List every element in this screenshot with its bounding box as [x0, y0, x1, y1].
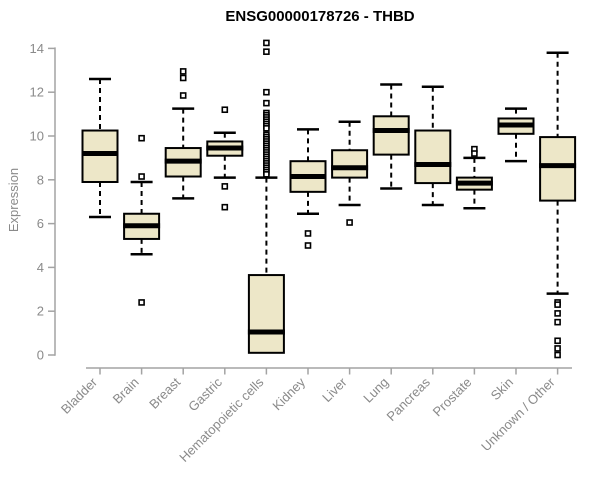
y-tick-label-6: 6 [37, 216, 44, 231]
outlier-point [179, 74, 187, 82]
x-tick-label-liver: Liver [319, 374, 350, 405]
outlier-point [138, 299, 145, 306]
boxplot-prostate [455, 145, 493, 210]
x-tick-label-pancreas: Pancreas [383, 374, 433, 424]
boxplot-unknown-other [539, 51, 577, 359]
outlier-point [221, 106, 229, 114]
boxplot-liver [331, 120, 369, 226]
y-tick-label-8: 8 [37, 172, 44, 187]
outlier-point [346, 219, 353, 226]
y-tick-label-14: 14 [30, 41, 44, 56]
boxplot-hematopoietic-cells [247, 39, 285, 354]
x-tick-label-skin: Skin [488, 375, 516, 403]
outlier-point [263, 39, 270, 47]
x-tick-label-breast: Breast [146, 374, 183, 411]
x-tick-label-kidney: Kidney [269, 374, 308, 413]
chart-title: ENSG00000178726 - THBD [225, 8, 415, 25]
outlier-point [554, 345, 561, 352]
outlier-point [263, 48, 270, 55]
boxplot-kidney [289, 128, 327, 249]
x-tick-label-lung: Lung [360, 375, 391, 406]
outlier-point [554, 351, 561, 359]
boxplot-skin [497, 107, 535, 163]
outlier-point [179, 68, 187, 75]
iqr-box [372, 115, 410, 156]
iqr-box [247, 274, 285, 354]
outlier-point [554, 310, 561, 317]
outlier-point [554, 301, 561, 308]
y-tick-label-0: 0 [37, 348, 44, 363]
x-tick-label-gastric: Gastric [185, 374, 225, 414]
outlier-point [263, 171, 270, 178]
outlier-point [138, 134, 145, 142]
outlier-point [554, 337, 561, 345]
outlier-point [471, 150, 478, 157]
iqr-box [331, 149, 369, 179]
boxplot-gastric [206, 106, 244, 211]
y-tick-label-2: 2 [37, 304, 44, 319]
iqr-box [539, 136, 577, 202]
x-tick-label-prostate: Prostate [430, 375, 475, 420]
y-tick-label-12: 12 [30, 85, 44, 100]
boxplot-bladder [81, 77, 119, 219]
y-axis-title: Expression [6, 167, 21, 233]
y-tick-label-10: 10 [30, 129, 44, 144]
outlier-point [263, 125, 270, 132]
outlier-point [179, 92, 187, 99]
x-tick-label-brain: Brain [110, 375, 142, 407]
iqr-box [81, 129, 119, 183]
x-tick-label-unknown-other: Unknown / Other [478, 374, 558, 454]
outlier-point [221, 203, 229, 211]
boxplot-breast [164, 68, 202, 200]
boxplot-brain [123, 134, 161, 306]
boxplot-pancreas [414, 85, 452, 207]
outlier-point [138, 173, 145, 180]
y-tick-label-4: 4 [37, 260, 44, 275]
outlier-point [554, 318, 561, 326]
outlier-point [304, 230, 312, 237]
boxplot-lung [372, 83, 410, 190]
outlier-point [263, 99, 270, 107]
outlier-point [304, 242, 312, 249]
outlier-point [221, 183, 229, 190]
x-tick-label-bladder: Bladder [58, 374, 101, 417]
iqr-box [414, 129, 452, 185]
outlier-point [263, 88, 270, 96]
